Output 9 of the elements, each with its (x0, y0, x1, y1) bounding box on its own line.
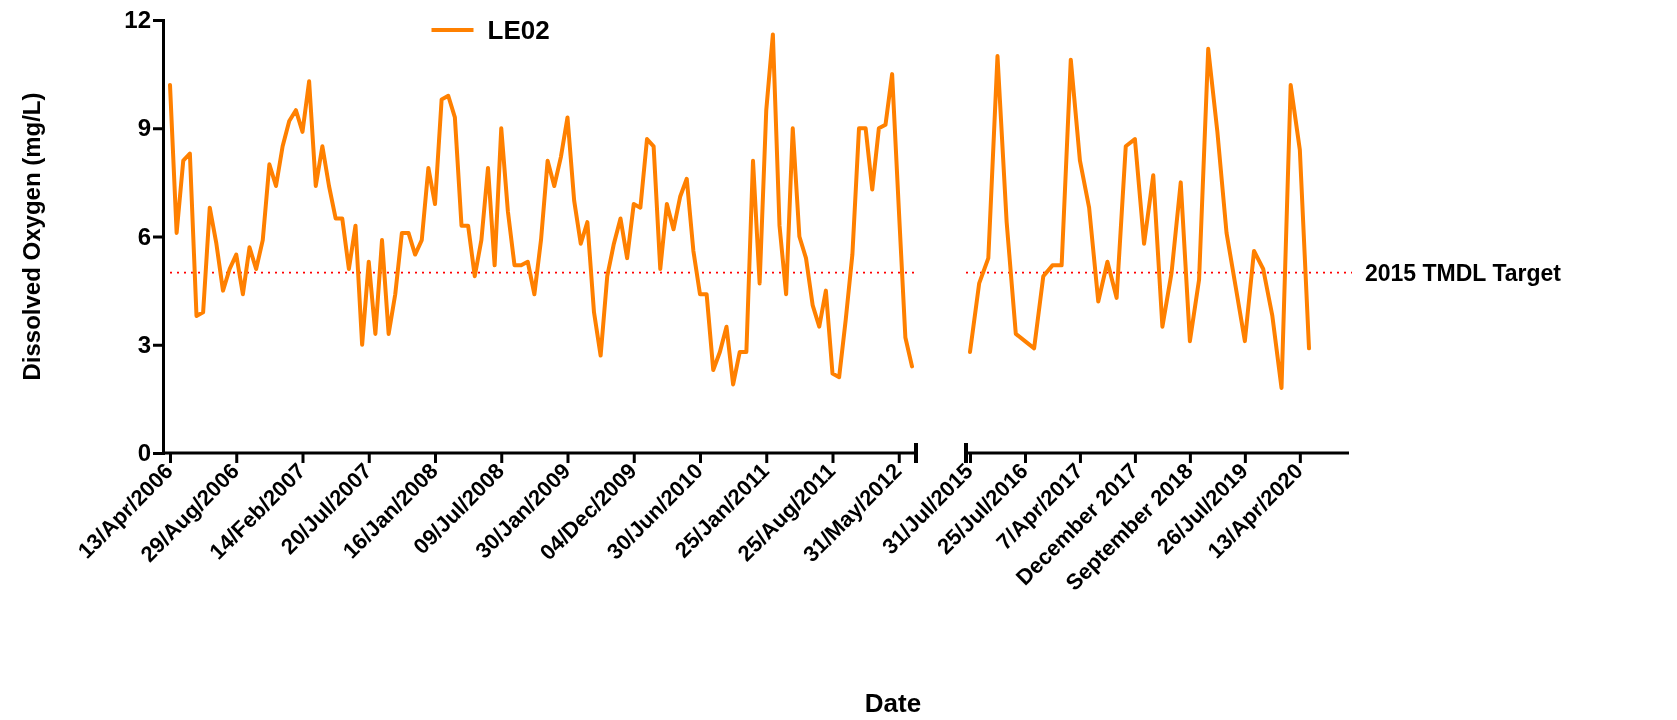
y-tick-label: 3 (137, 330, 151, 358)
x-axis-title: Date (864, 688, 922, 718)
y-tick-label: 0 (137, 439, 151, 467)
y-tick-label: 6 (137, 222, 151, 250)
legend-label: LE02 (487, 15, 550, 46)
y-tick-label: 12 (124, 6, 151, 34)
y-axis-title: Dissolved Oxygen (mg/L) (18, 92, 45, 381)
y-tick-label: 9 (137, 114, 151, 142)
ref-line-label: 2015 TMDL Target (1365, 259, 1562, 286)
